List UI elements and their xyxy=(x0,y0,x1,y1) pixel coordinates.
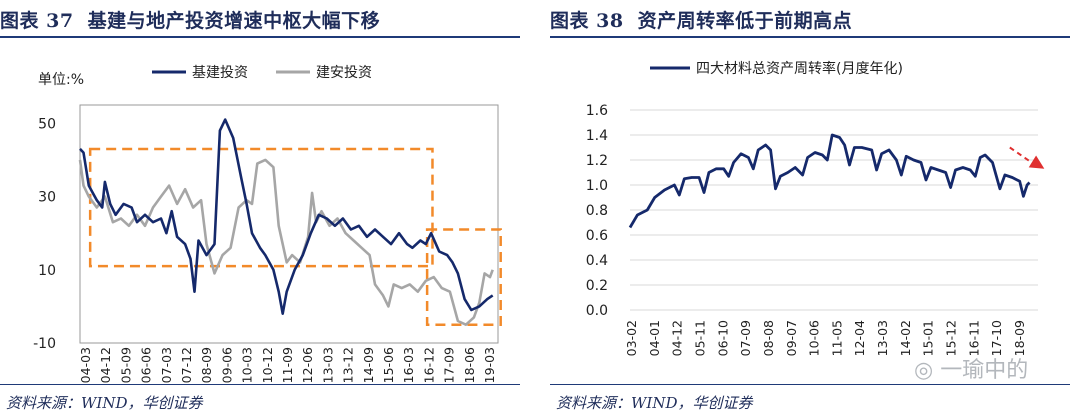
x-tick-label-14: 15-12 xyxy=(944,320,959,356)
legend-label-construction: 建安投资 xyxy=(316,65,372,81)
y-tick-label-5: 1.0 xyxy=(586,178,608,194)
x-tick-label-11: 12-06 xyxy=(300,347,315,383)
right-figure-title: 图表 38 资产周转率低于前期高点 xyxy=(550,6,852,33)
right-title-rule xyxy=(550,36,1070,38)
x-tick-label-3: 06-06 xyxy=(139,347,154,383)
left-figure-tag: 图表 37 xyxy=(0,10,74,32)
y-tick-label-6: 1.2 xyxy=(586,153,608,169)
x-tick-label-12: 14-02 xyxy=(898,320,913,356)
x-tick-label-13: 13-12 xyxy=(341,347,356,383)
y-tick-label-0: 0.0 xyxy=(586,303,608,319)
x-tick-label-7: 09-07 xyxy=(784,320,799,356)
right-source-note: 资料来源：WIND，华创证券 xyxy=(556,394,753,412)
x-tick-label-18: 17-09 xyxy=(442,347,457,383)
x-tick-label-6: 08-09 xyxy=(199,347,214,383)
series-line-asset-turnover xyxy=(628,133,1031,229)
right-line-chart: 0.0 0.2 0.4 0.6 0.8 1.0 1.2 1.4 1.6 03-02 04-01 04-… xyxy=(586,60,1045,356)
y-tick-label-7: 1.4 xyxy=(586,128,608,144)
annotation-dashed-box-1 xyxy=(425,228,502,326)
x-tick-label-8: 10-06 xyxy=(807,320,822,356)
x-tick-label-5: 07-12 xyxy=(179,347,194,383)
y-tick-label-2: 10 xyxy=(38,263,56,279)
y-tick-label-8: 1.6 xyxy=(586,103,608,119)
x-tick-label-20: 19-03 xyxy=(482,347,497,383)
unit-label: 单位:% xyxy=(38,72,84,88)
y-tick-label-3: 0.6 xyxy=(586,228,608,244)
annotation-dashed-box-0 xyxy=(88,147,434,268)
left-source-note: 资料来源：WIND，华创证券 xyxy=(6,394,203,412)
y-tick-label-4: 0.8 xyxy=(586,203,608,219)
x-tick-label-4: 06-10 xyxy=(715,320,730,356)
trend-arrow-head xyxy=(1028,155,1045,169)
right-figure-panel: 图表 38 资产周转率低于前期高点 0.0 0.2 0.4 0.6 0.8 1.0 1.2 1.… xyxy=(550,0,1080,420)
right-bottom-rule xyxy=(550,384,1070,385)
x-tick-label-13: 15-01 xyxy=(921,320,936,356)
x-tick-label-3: 05-11 xyxy=(692,320,707,356)
x-tick-label-6: 08-08 xyxy=(761,320,776,356)
x-tick-label-15: 16-11 xyxy=(966,320,981,356)
x-tick-label-12: 13-03 xyxy=(320,347,335,383)
x-tick-label-5: 07-09 xyxy=(738,320,753,356)
x-tick-label-15: 15-06 xyxy=(381,347,396,383)
watermark: ◎ 一瑜中的 xyxy=(914,358,1029,383)
y-tick-label-0: 50 xyxy=(38,116,56,132)
left-figure-title: 图表 37 基建与地产投资增速中枢大幅下移 xyxy=(0,6,380,33)
left-bottom-rule xyxy=(0,384,520,385)
left-figure-panel: 图表 37 基建与地产投资增速中枢大幅下移 50 30 10 -10 单位:% 04-03 0… xyxy=(0,0,530,420)
x-tick-label-16: 17-10 xyxy=(989,320,1004,356)
x-tick-label-17: 16-12 xyxy=(421,347,436,383)
watermark-text: 一瑜中的 xyxy=(940,358,1029,383)
y-tick-label-3: -10 xyxy=(33,336,56,352)
y-tick-label-2: 0.4 xyxy=(586,253,608,269)
x-tick-label-2: 05-09 xyxy=(118,347,133,383)
x-tick-label-17: 18-09 xyxy=(1012,320,1027,356)
right-figure-title-text: 资产周转率低于前期高点 xyxy=(637,10,853,32)
left-figure-title-text: 基建与地产投资增速中枢大幅下移 xyxy=(87,10,381,32)
series-line-infrastructure xyxy=(79,118,494,316)
x-tick-label-9: 11-05 xyxy=(829,320,844,356)
x-tick-label-19: 18-06 xyxy=(462,347,477,383)
series-line-construction xyxy=(78,158,494,327)
x-tick-label-16: 16-03 xyxy=(401,347,416,383)
x-tick-label-9: 10-12 xyxy=(260,347,275,383)
y-tick-label-1: 30 xyxy=(38,190,56,206)
x-tick-label-10: 12-04 xyxy=(852,320,867,356)
left-title-rule xyxy=(0,36,520,38)
y-tick-label-1: 0.2 xyxy=(586,278,608,294)
right-figure-tag: 图表 38 xyxy=(550,10,624,32)
x-tick-label-11: 13-03 xyxy=(875,320,890,356)
x-tick-label-8: 10-03 xyxy=(240,347,255,383)
legend-label-asset-turnover: 四大材料总资产周转率(月度年化) xyxy=(696,60,903,77)
x-tick-label-10: 11-09 xyxy=(280,347,295,383)
x-tick-label-0: 03-02 xyxy=(624,320,639,356)
legend-label-infrastructure: 基建投资 xyxy=(192,64,248,81)
plot-frame xyxy=(79,104,499,344)
x-tick-label-2: 04-12 xyxy=(670,320,685,356)
left-line-chart: 50 30 10 -10 单位:% 04-03 04-12 05-09 06-06 07-03 07… xyxy=(33,64,502,383)
x-tick-label-14: 14-09 xyxy=(361,347,376,383)
x-tick-label-1: 04-01 xyxy=(647,320,662,356)
x-tick-label-1: 04-12 xyxy=(98,347,113,383)
x-tick-label-4: 07-03 xyxy=(159,347,174,383)
x-tick-label-7: 09-06 xyxy=(219,347,234,383)
x-tick-label-0: 04-03 xyxy=(78,347,93,383)
